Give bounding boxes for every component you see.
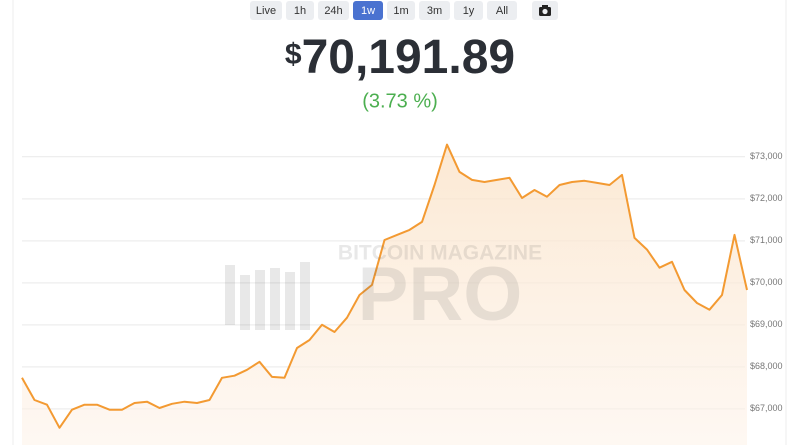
button-bg <box>353 1 383 20</box>
y-tick-label: $67,000 <box>750 403 783 413</box>
y-tick-label: $73,000 <box>750 151 783 161</box>
price-change: (3.73 %) <box>362 90 438 112</box>
currency-symbol: $ <box>285 38 302 71</box>
watermark-line1: BITCOIN MAGAZINE <box>338 242 542 265</box>
toolbar-button[interactable]: 3m <box>419 1 450 20</box>
y-tick-label: $69,000 <box>750 319 783 329</box>
toolbar-button[interactable]: Live <box>250 1 282 20</box>
area-fill <box>22 144 747 445</box>
plot: $67,000 $68,000 $69,000 $70,000 $71,000 $72,0… <box>21 143 783 445</box>
button-label[interactable]: All <box>496 5 508 17</box>
toolbar-button[interactable]: 1w <box>353 1 383 20</box>
toolbar-button[interactable]: 1h <box>286 1 314 20</box>
toolbar-button[interactable]: 1y <box>454 1 483 20</box>
button-label[interactable]: 3m <box>427 5 442 17</box>
button-bg <box>318 1 349 20</box>
button-label[interactable]: 1m <box>393 5 408 17</box>
toolbar-button[interactable]: All <box>487 1 517 20</box>
y-tick-label: $72,000 <box>750 193 783 203</box>
price: $70,191.89 <box>285 31 515 84</box>
button-label[interactable]: 1y <box>463 5 475 17</box>
watermark: BITCOIN MAGAZINE PRO <box>225 242 542 337</box>
camera-button[interactable] <box>532 1 558 20</box>
price-value: 70,191.89 <box>302 31 516 84</box>
button-bg <box>419 1 450 20</box>
button-label[interactable]: Live <box>256 5 276 17</box>
button-bg <box>286 1 314 20</box>
button-bg <box>454 1 483 20</box>
button-bg <box>487 1 517 20</box>
watermark-line2: PRO <box>358 252 523 337</box>
watermark-logo <box>225 262 310 330</box>
price-line <box>21 143 748 429</box>
button-label[interactable]: 1w <box>361 5 375 17</box>
y-tick-label: $70,000 <box>750 277 783 287</box>
toolbar-button[interactable]: 24h <box>318 1 349 20</box>
button-label[interactable]: 24h <box>324 5 342 17</box>
button-bg <box>387 1 415 20</box>
button-label[interactable]: 1h <box>294 5 306 17</box>
toolbar-button[interactable]: 1m <box>387 1 415 20</box>
y-tick-label: $71,000 <box>750 235 783 245</box>
y-tick-label: $68,000 <box>750 361 783 371</box>
toolbar: Live 1h 24h 1w 1m 3m 1y All <box>250 1 517 20</box>
button-bg <box>250 1 282 20</box>
